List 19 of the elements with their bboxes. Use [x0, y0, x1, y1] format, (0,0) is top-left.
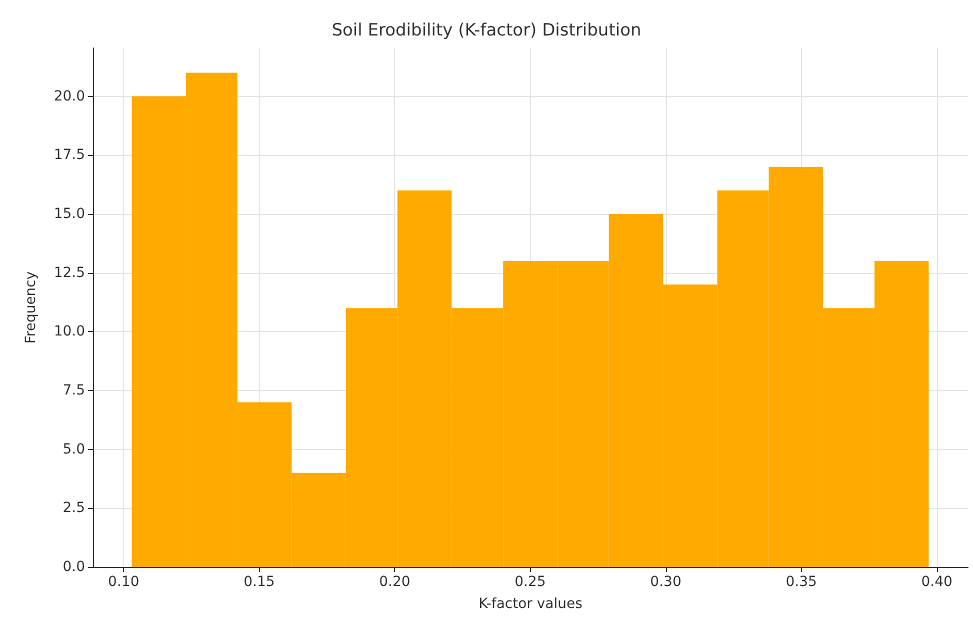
y-tick-label: 0.0	[62, 559, 85, 575]
y-tick-label: 20.0	[54, 88, 85, 104]
x-tick-label: 0.25	[514, 574, 546, 590]
y-tick-label: 17.5	[54, 147, 85, 164]
chart-title: Soil Erodibility (K-factor) Distribution	[332, 20, 642, 40]
y-tick-label: 15.0	[54, 206, 85, 222]
x-tick-label: 0.20	[379, 574, 410, 590]
x-tick-label: 0.30	[650, 574, 682, 590]
x-tick-label: 0.40	[921, 574, 952, 590]
y-tick-label: 2.5	[62, 500, 85, 516]
y-tick-label: 12.5	[54, 264, 85, 281]
x-axis-title: K-factor values	[478, 596, 582, 612]
y-axis-title: Frequency	[23, 271, 39, 344]
y-tick-label: 5.0	[62, 441, 85, 458]
y-tick-label: 7.5	[62, 382, 85, 398]
x-tick-label: 0.35	[786, 574, 817, 590]
x-tick-label: 0.15	[244, 574, 275, 590]
y-tick-label: 10.0	[54, 324, 85, 340]
x-tick-label: 0.10	[108, 574, 140, 590]
